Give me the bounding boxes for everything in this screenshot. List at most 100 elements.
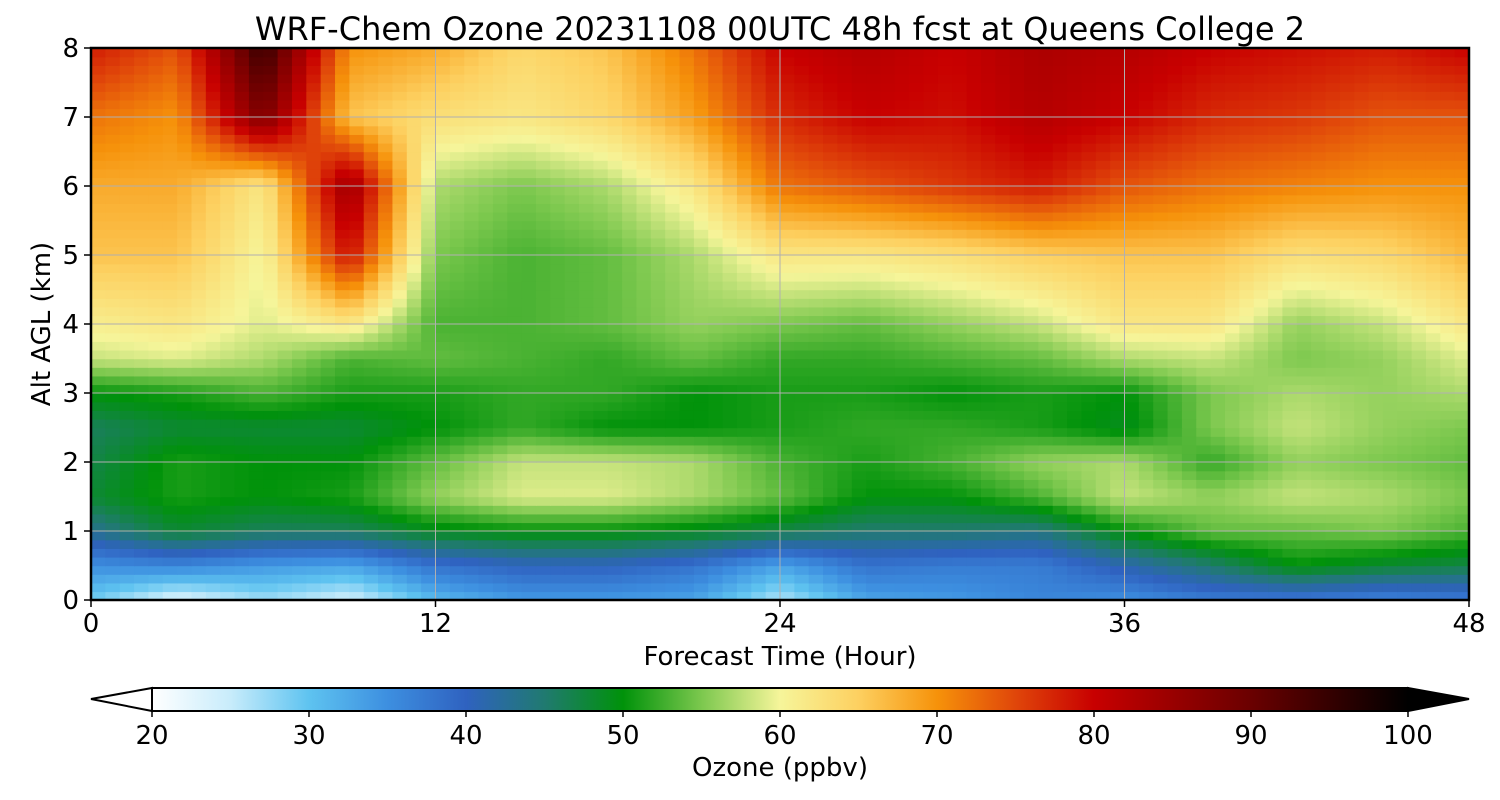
heatmap-cell — [119, 453, 135, 463]
heatmap-cell — [1153, 280, 1169, 291]
heatmap-cell — [679, 255, 695, 265]
heatmap-cell — [1339, 349, 1355, 360]
heatmap-cell — [593, 315, 609, 325]
heatmap-cell — [837, 436, 853, 446]
heatmap-cell — [492, 582, 508, 593]
heatmap-cell — [823, 522, 839, 532]
heatmap-cell — [1454, 160, 1469, 170]
heatmap-cell — [277, 186, 293, 196]
heatmap-cell — [277, 211, 293, 222]
heatmap-cell — [162, 479, 178, 489]
heatmap-cell — [1038, 220, 1054, 230]
heatmap-cell — [492, 513, 508, 524]
heatmap-cell — [507, 418, 523, 429]
heatmap-cell — [435, 168, 451, 179]
heatmap-cell — [880, 591, 896, 600]
heatmap-cell — [478, 255, 494, 265]
heatmap-cell — [306, 280, 322, 291]
heatmap-cell — [937, 548, 953, 558]
heatmap-cell — [134, 531, 150, 541]
heatmap-cell — [263, 384, 279, 394]
heatmap-cell — [277, 582, 293, 593]
heatmap-cell — [1038, 548, 1054, 558]
heatmap-cell — [851, 496, 867, 506]
heatmap-cell — [1454, 255, 1469, 265]
heatmap-cell — [937, 168, 953, 179]
heatmap-cell — [1239, 556, 1255, 567]
heatmap-cell — [220, 556, 236, 567]
heatmap-cell — [665, 298, 681, 308]
heatmap-cell — [823, 272, 839, 282]
heatmap-cell — [464, 410, 480, 420]
heatmap-cell — [406, 496, 422, 506]
heatmap-cell — [679, 462, 695, 472]
heatmap-cell — [464, 237, 480, 248]
heatmap-cell — [736, 220, 752, 230]
heatmap-cell — [1009, 496, 1025, 506]
heatmap-cell — [177, 487, 193, 498]
heatmap-cell — [823, 375, 839, 386]
heatmap-cell — [751, 324, 767, 334]
heatmap-cell — [320, 289, 336, 299]
heatmap-cell — [923, 332, 939, 342]
heatmap-cell — [1196, 237, 1212, 248]
heatmap-cell — [1009, 470, 1025, 480]
heatmap-cell — [980, 513, 997, 524]
heatmap-cell — [1382, 349, 1398, 360]
heatmap-cell — [794, 341, 810, 351]
heatmap-cell — [693, 367, 709, 377]
heatmap-cell — [765, 531, 781, 541]
heatmap-cell — [636, 487, 652, 498]
heatmap-cell — [205, 280, 221, 291]
heatmap-cell — [1440, 237, 1456, 248]
heatmap-cell — [1325, 565, 1341, 575]
heatmap-cell — [794, 531, 810, 541]
heatmap-cell — [464, 194, 480, 204]
heatmap-cell — [291, 470, 308, 480]
heatmap-cell — [378, 393, 394, 403]
heatmap-cell — [349, 418, 365, 429]
heatmap-cell — [837, 220, 853, 230]
heatmap-cell — [1196, 410, 1212, 420]
heatmap-cell — [220, 203, 236, 213]
heatmap-cell — [1425, 237, 1441, 248]
heatmap-cell — [1067, 332, 1083, 342]
heatmap-cell — [1325, 220, 1341, 230]
heatmap-cell — [507, 349, 523, 360]
heatmap-cell — [1167, 246, 1183, 256]
heatmap-cell — [91, 255, 107, 265]
heatmap-cell — [966, 349, 982, 360]
heatmap-cell — [277, 324, 293, 334]
heatmap-cell — [191, 522, 207, 532]
heatmap-cell — [909, 194, 925, 204]
heatmap-cell — [421, 349, 437, 360]
heatmap-cell — [1411, 393, 1427, 403]
heatmap-cell — [535, 427, 552, 437]
heatmap-cell — [435, 177, 451, 187]
heatmap-cell — [349, 272, 365, 282]
heatmap-cell — [1196, 393, 1212, 403]
heatmap-cell — [535, 591, 552, 600]
heatmap-cell — [320, 255, 336, 265]
heatmap-cell — [650, 229, 666, 239]
heatmap-cell — [966, 556, 982, 567]
heatmap-cell — [1239, 289, 1255, 299]
heatmap-cell — [1095, 298, 1111, 308]
heatmap-cell — [564, 367, 580, 377]
heatmap-cell — [937, 358, 953, 368]
heatmap-cell — [593, 591, 609, 600]
heatmap-cell — [535, 211, 552, 222]
heatmap-cell — [693, 436, 709, 446]
heatmap-cell — [320, 453, 336, 463]
heatmap-cell — [492, 410, 508, 420]
heatmap-cell — [1440, 548, 1456, 558]
heatmap-cell — [593, 418, 609, 429]
heatmap-cell — [808, 341, 824, 351]
heatmap-cell — [1440, 496, 1456, 506]
heatmap-cell — [1253, 229, 1269, 239]
heatmap-cell — [1224, 539, 1241, 549]
heatmap-cell — [665, 349, 681, 360]
heatmap-cell — [1282, 341, 1298, 351]
heatmap-cell — [593, 298, 609, 308]
heatmap-cell — [134, 177, 150, 187]
